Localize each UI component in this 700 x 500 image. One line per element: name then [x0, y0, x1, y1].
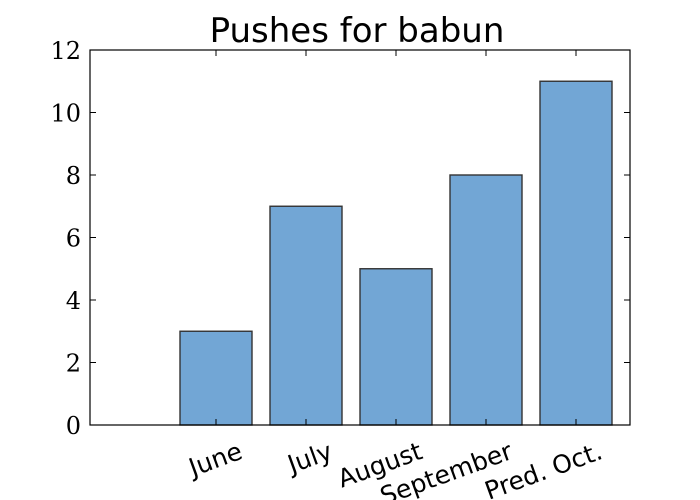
bars-layer [179, 80, 613, 426]
y-axis-tick-labels: 0 2 4 6 8 10 12 [50, 37, 81, 440]
y-tick-label: 6 [66, 225, 81, 253]
plot-area-frame [89, 49, 631, 426]
bar-pred-oct [539, 80, 613, 426]
y-tick-label: 8 [66, 162, 81, 190]
y-tick-label: 4 [66, 287, 81, 315]
y-tick-label: 0 [66, 412, 81, 440]
bar-august [359, 268, 433, 426]
x-tick-label: July [282, 436, 336, 479]
bar-june [179, 330, 253, 426]
x-tick-label: June [183, 436, 246, 483]
y-tick-label: 2 [66, 350, 81, 378]
chart-title: Pushes for babun [210, 11, 505, 51]
bar-july [269, 205, 343, 426]
y-tick-label: 10 [50, 100, 81, 128]
bar-september [449, 174, 523, 426]
y-tick-label: 12 [50, 37, 81, 65]
